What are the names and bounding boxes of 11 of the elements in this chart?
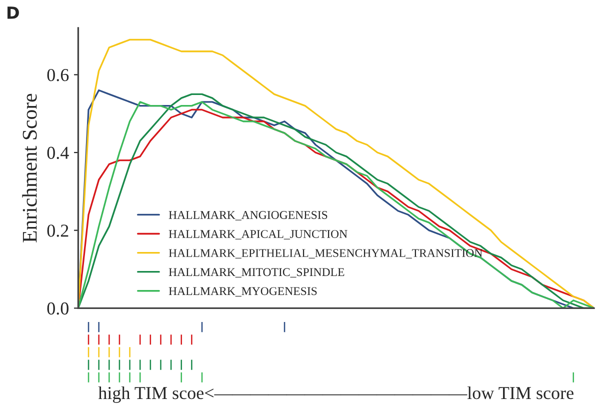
x-axis-title: high TIM scoe<——————————————low TIM score <box>98 386 574 403</box>
legend-label: HALLMARK_MITOTIC_SPINDLE <box>168 268 344 278</box>
legend-label: HALLMARK_ANGIOGENESIS <box>168 211 328 220</box>
y-tick-label: 0.6 <box>47 68 69 82</box>
y-tick-label: 0.4 <box>47 146 69 160</box>
chart-title: D <box>8 6 19 19</box>
y-tick-label: 0.2 <box>47 224 68 237</box>
legend-label: HALLMARK_APICAL_JUNCTION <box>168 230 348 240</box>
legend-label: HALLMARK_MYOGENESIS <box>168 287 317 297</box>
y-axis-title: Enrichment Score <box>22 94 37 242</box>
y-tick-label: 0.0 <box>47 302 68 315</box>
